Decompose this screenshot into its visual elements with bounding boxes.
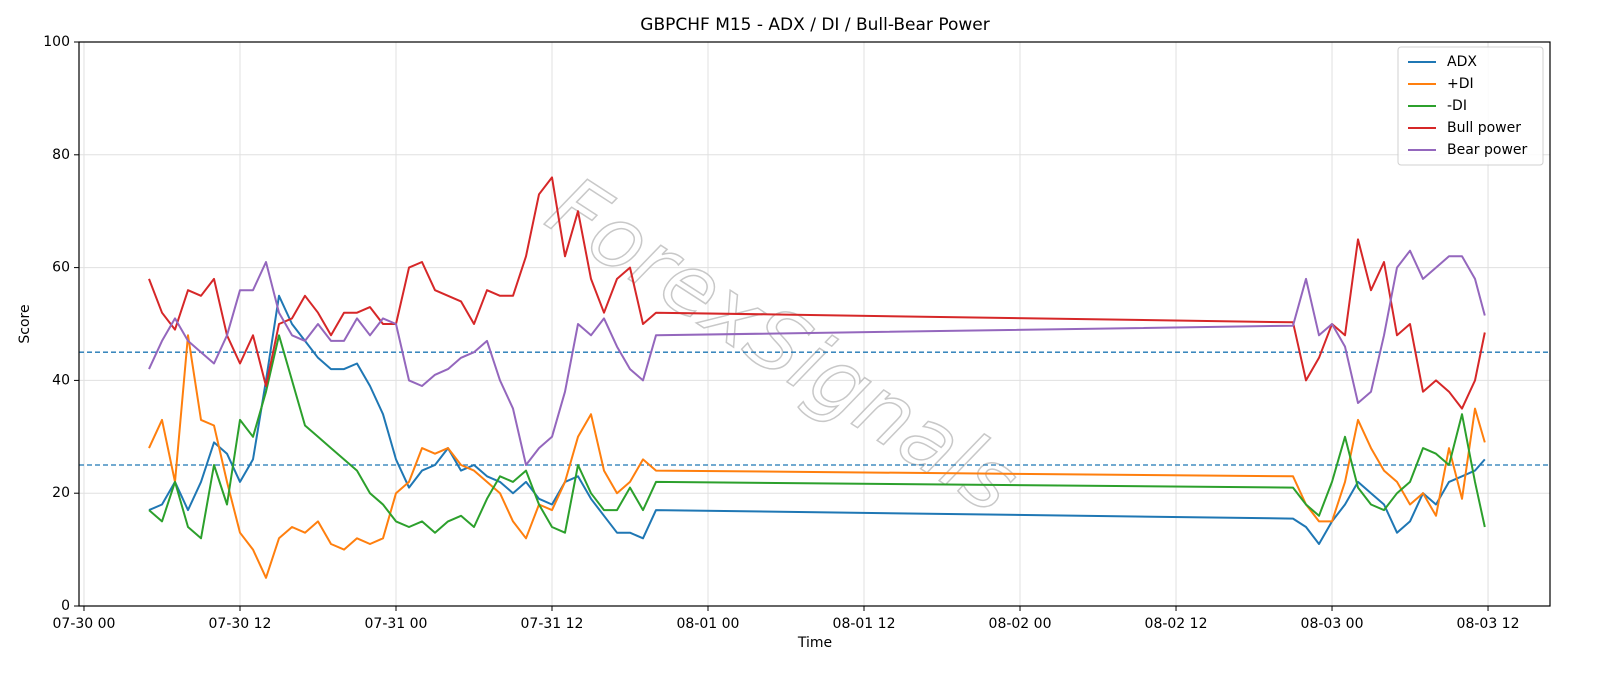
y-axis-label: Score	[17, 304, 33, 343]
x-tick-label: 08-02 12	[1145, 616, 1208, 632]
y-tick-label: 40	[52, 372, 70, 388]
legend-box	[1397, 46, 1544, 166]
x-tick-label: 08-01 00	[677, 616, 740, 632]
series-line	[148, 294, 1486, 545]
x-tick-label: 07-30 00	[53, 616, 116, 632]
legend-label: +DI	[1447, 76, 1474, 92]
legend-label: -DI	[1447, 98, 1467, 114]
y-tick-label: 60	[52, 260, 70, 276]
series-line	[148, 334, 1486, 540]
x-axis-label: Time	[797, 635, 832, 651]
y-tick-label: 0	[61, 598, 70, 614]
series-line	[148, 176, 1486, 410]
y-tick-label: 80	[52, 147, 70, 163]
x-tick-label: 08-03 00	[1301, 616, 1364, 632]
x-tick-label: 07-31 00	[365, 616, 428, 632]
x-tick-label: 08-01 12	[833, 616, 896, 632]
x-tick-label: 08-03 12	[1457, 616, 1520, 632]
legend-label: Bear power	[1447, 142, 1528, 158]
x-tick-label: 07-31 12	[521, 616, 584, 632]
series-line	[148, 249, 1486, 466]
plot-frame	[78, 41, 1551, 607]
y-tick-label: 20	[52, 485, 70, 501]
series-line	[148, 334, 1486, 579]
legend-label: Bull power	[1447, 120, 1521, 136]
legend: ADX +DI -DI Bull power Bear power	[1397, 46, 1544, 166]
x-tick-label: 07-30 12	[209, 616, 272, 632]
y-tick-label: 100	[43, 34, 70, 50]
x-tick-label: 08-02 00	[989, 616, 1052, 632]
chart-title: GBPCHF M15 - ADX / DI / Bull-Bear Power	[640, 15, 989, 35]
legend-label: ADX	[1447, 54, 1477, 70]
